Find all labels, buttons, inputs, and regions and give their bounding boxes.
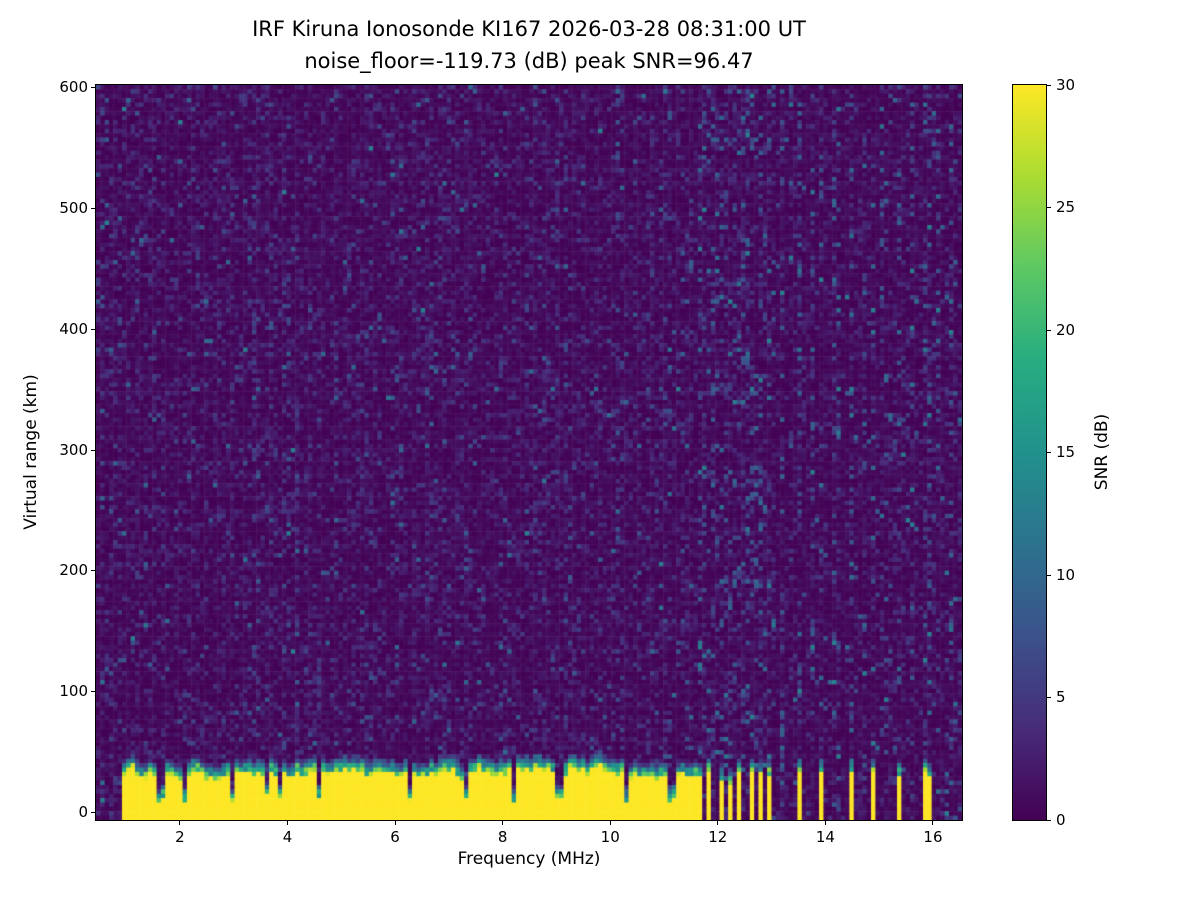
colorbar-tick-label: 15 bbox=[1056, 443, 1076, 461]
y-tick-mark bbox=[91, 207, 95, 209]
colorbar-label: SNR (dB) bbox=[1092, 413, 1112, 491]
y-tick-label: 200 bbox=[59, 561, 88, 580]
y-tick-mark bbox=[91, 449, 95, 451]
x-tick-label: 6 bbox=[390, 828, 400, 846]
x-tick-label: 16 bbox=[923, 828, 943, 846]
colorbar-gradient bbox=[1013, 85, 1046, 820]
x-tick-label: 12 bbox=[708, 828, 728, 846]
y-tick-mark bbox=[91, 328, 95, 330]
colorbar-tick-label: 5 bbox=[1056, 688, 1066, 706]
chart-title-line1: IRF Kiruna Ionosonde KI167 2026-03-28 08… bbox=[252, 17, 806, 41]
colorbar-tick-mark bbox=[1047, 819, 1051, 821]
chart-title: IRF Kiruna Ionosonde KI167 2026-03-28 08… bbox=[96, 13, 962, 77]
y-tick-label: 100 bbox=[59, 682, 88, 701]
y-tick-label: 400 bbox=[59, 319, 88, 338]
x-tick-mark bbox=[179, 821, 181, 825]
x-tick-label: 4 bbox=[282, 828, 293, 846]
x-tick-label: 8 bbox=[497, 828, 508, 846]
y-tick-label: 500 bbox=[59, 198, 88, 217]
y-tick-label: 0 bbox=[78, 803, 88, 822]
colorbar-tick-label: 30 bbox=[1056, 75, 1076, 94]
x-tick-label: 10 bbox=[600, 828, 620, 846]
plot-area bbox=[95, 84, 963, 821]
colorbar-tick-mark bbox=[1047, 574, 1051, 576]
x-axis-label: Frequency (MHz) bbox=[457, 849, 601, 869]
x-tick-mark bbox=[824, 821, 826, 825]
colorbar-tick-mark bbox=[1047, 697, 1051, 698]
colorbar-tick-mark bbox=[1047, 84, 1051, 86]
colorbar-tick-label: 0 bbox=[1056, 810, 1066, 829]
x-tick-mark bbox=[286, 821, 288, 825]
y-tick-mark bbox=[91, 812, 95, 814]
colorbar-tick-label: 10 bbox=[1056, 565, 1076, 584]
colorbar-tick-label: 25 bbox=[1056, 198, 1076, 216]
colorbar-tick-mark bbox=[1047, 452, 1051, 453]
colorbar-tick-label: 20 bbox=[1056, 320, 1076, 339]
x-tick-label: 14 bbox=[815, 828, 835, 846]
colorbar-tick-mark bbox=[1047, 329, 1051, 331]
x-tick-mark bbox=[932, 821, 934, 825]
y-tick-mark bbox=[91, 570, 95, 572]
x-tick-label: 2 bbox=[175, 828, 185, 846]
chart-title-line2: noise_floor=-119.73 (dB) peak SNR=96.47 bbox=[304, 49, 754, 73]
x-tick-mark bbox=[394, 821, 396, 825]
x-tick-mark bbox=[717, 821, 719, 825]
y-tick-label: 600 bbox=[59, 77, 88, 96]
y-tick-mark bbox=[91, 86, 95, 88]
colorbar bbox=[1012, 84, 1047, 821]
y-tick-mark bbox=[91, 691, 95, 693]
y-tick-label: 300 bbox=[59, 440, 88, 459]
colorbar-tick-mark bbox=[1047, 207, 1051, 208]
x-tick-mark bbox=[502, 821, 504, 825]
ionogram-heatmap-canvas bbox=[96, 85, 962, 820]
x-tick-mark bbox=[609, 821, 611, 825]
